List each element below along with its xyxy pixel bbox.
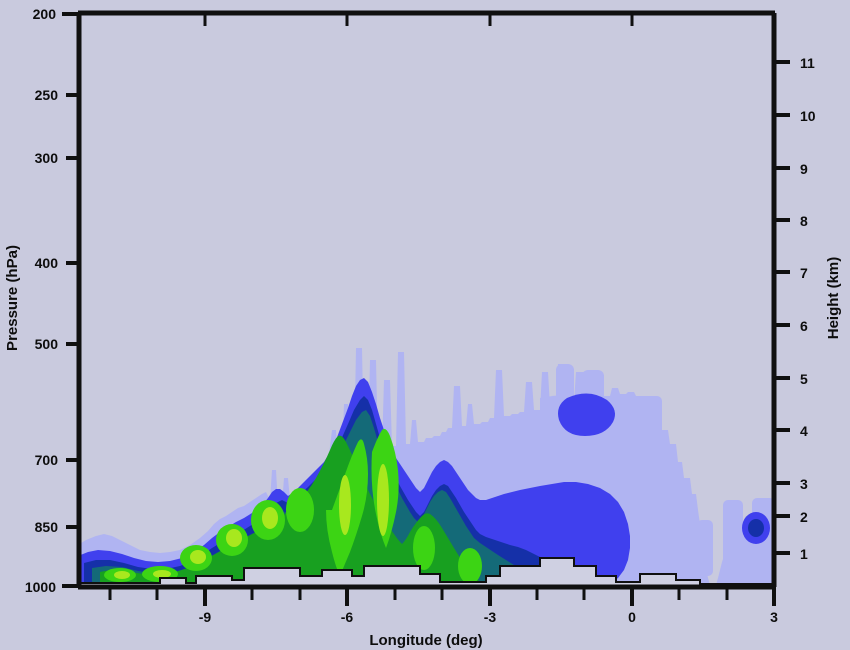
contour-blob-blue-right — [558, 393, 615, 436]
height-tick-label-2: 3 — [800, 476, 808, 492]
green-core-6 — [286, 488, 314, 532]
height-tick-label-5: 6 — [800, 318, 808, 334]
height-tick-label-4: 5 — [800, 371, 808, 387]
y-axis-title: Pressure (hPa) — [4, 245, 21, 351]
longitude-tick-label-2: -3 — [484, 609, 497, 625]
pressure-axis-ticks — [62, 12, 79, 588]
contour-patch-pale-2 — [636, 396, 662, 458]
height-axis-labels: 11 10 9 8 7 6 5 4 3 2 1 — [800, 55, 816, 562]
yellowgreen-peak-4 — [226, 529, 242, 547]
longitude-axis-ticks — [108, 13, 776, 606]
axes-frame — [76, 10, 777, 590]
pressure-tick-label-6: 850 — [35, 519, 59, 535]
contour-level-7 — [114, 464, 389, 579]
pressure-tick-label-0: 200 — [33, 6, 57, 22]
terrain-mask — [78, 557, 775, 587]
contour-patch-pale-6 — [697, 520, 713, 576]
contour-blob-navy-edge — [748, 519, 764, 537]
pressure-tick-label-1: 250 — [35, 87, 59, 103]
contour-patch-pale-7 — [723, 500, 743, 578]
yellowgreen-peak-2 — [153, 570, 171, 578]
y2-axis-title: Height (km) — [825, 257, 842, 340]
height-tick-label-3: 4 — [800, 423, 808, 439]
pressure-tick-label-5: 700 — [35, 452, 59, 468]
yellowgreen-peak-plume-right — [377, 464, 389, 536]
longitude-tick-label-4: 3 — [770, 609, 778, 625]
height-axis-ticks — [774, 60, 790, 555]
pressure-tick-label-4: 500 — [35, 336, 59, 352]
pressure-axis-labels: 200 250 300 400 500 700 850 1000 — [25, 6, 58, 595]
yellowgreen-peak-3 — [190, 550, 206, 564]
height-tick-label-9: 10 — [800, 108, 816, 124]
yellowgreen-peak-plume-left — [339, 475, 351, 535]
height-tick-label-0: 1 — [800, 546, 808, 562]
height-tick-label-10: 11 — [800, 55, 815, 71]
height-tick-label-7: 8 — [800, 213, 808, 229]
pressure-tick-label-3: 400 — [35, 255, 59, 271]
yellowgreen-peak-1 — [114, 571, 130, 579]
contour-field — [78, 348, 775, 587]
height-tick-label-1: 2 — [800, 509, 808, 525]
longitude-axis-labels: -9 -6 -3 0 3 — [199, 609, 778, 625]
height-tick-label-6: 7 — [800, 265, 808, 281]
terrain-outline — [78, 557, 775, 587]
x-axis-title: Longitude (deg) — [369, 632, 482, 649]
green-core-7 — [413, 526, 435, 570]
pressure-tick-label-7: 1000 — [25, 579, 56, 595]
height-tick-label-8: 9 — [800, 161, 808, 177]
longitude-tick-label-0: -9 — [199, 609, 212, 625]
yellowgreen-peak-5 — [262, 507, 278, 529]
longitude-tick-label-1: -6 — [341, 609, 354, 625]
longitude-tick-label-3: 0 — [628, 609, 636, 625]
contour-patch-pale-1 — [617, 408, 631, 452]
pressure-tick-label-2: 300 — [35, 150, 59, 166]
green-core-8 — [458, 548, 482, 584]
